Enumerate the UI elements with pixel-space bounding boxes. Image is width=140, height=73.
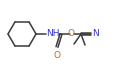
Text: O: O — [53, 51, 60, 60]
Text: O: O — [68, 29, 75, 38]
Text: N: N — [92, 29, 99, 38]
Text: NH: NH — [46, 29, 60, 38]
